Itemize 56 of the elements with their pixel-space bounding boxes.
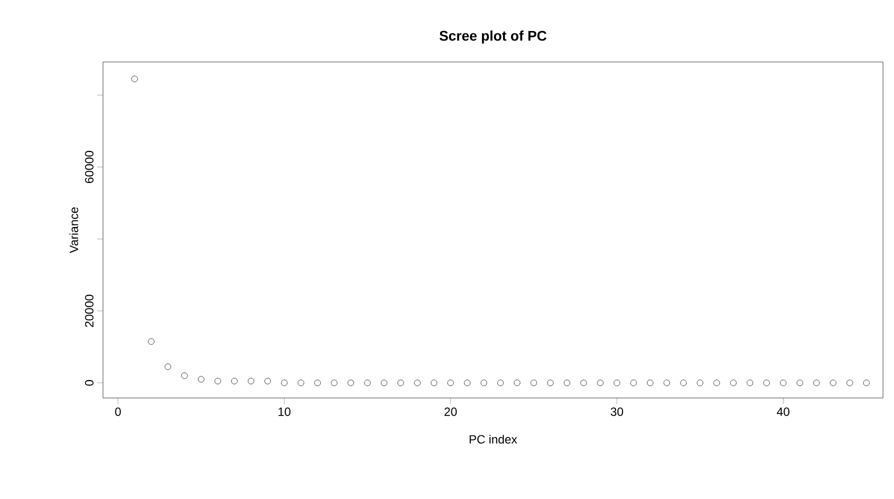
y-axis-title: Variance [69, 207, 78, 254]
point [364, 380, 371, 386]
x-axis-title: PC index [470, 434, 518, 444]
chart-title: Scree plot of PC [440, 30, 546, 44]
x-tick-label: 40 [776, 408, 790, 416]
y-tick-label: 60000 [85, 150, 94, 184]
point [580, 380, 587, 386]
point [248, 378, 254, 384]
point [430, 380, 438, 386]
point [214, 378, 221, 384]
point [298, 380, 304, 386]
point [330, 380, 338, 386]
point [281, 380, 288, 386]
point [514, 380, 520, 386]
point [314, 380, 321, 386]
point [480, 380, 488, 386]
point [664, 380, 670, 386]
point [564, 380, 570, 386]
x-tick-label: 10 [278, 408, 290, 416]
point [164, 363, 172, 370]
x-tick-label: 30 [610, 408, 624, 416]
point [131, 76, 138, 82]
point [780, 380, 786, 386]
point [846, 380, 853, 386]
point [830, 380, 836, 386]
point [863, 380, 870, 386]
x-tick-label: 20 [444, 408, 457, 416]
x-tick-label: 0 [115, 408, 121, 416]
point [181, 372, 188, 379]
point [763, 380, 770, 386]
point [813, 380, 820, 386]
point [680, 380, 687, 386]
point [630, 380, 637, 386]
point [597, 380, 604, 386]
point [746, 380, 754, 386]
point [198, 376, 204, 382]
point [614, 380, 620, 386]
point [398, 380, 404, 386]
point [464, 380, 470, 386]
point [713, 380, 720, 386]
point [264, 378, 271, 384]
point [447, 380, 454, 386]
point [148, 338, 154, 345]
point [796, 380, 804, 386]
point [231, 378, 238, 384]
point [696, 380, 704, 386]
point [348, 380, 354, 386]
point [730, 380, 737, 386]
point [646, 380, 654, 386]
point [530, 380, 537, 386]
y-tick-label: 0 [85, 380, 94, 386]
point [547, 380, 554, 386]
point [414, 380, 421, 386]
point [497, 380, 504, 386]
point [380, 380, 388, 386]
y-tick-label: 20000 [85, 294, 94, 327]
